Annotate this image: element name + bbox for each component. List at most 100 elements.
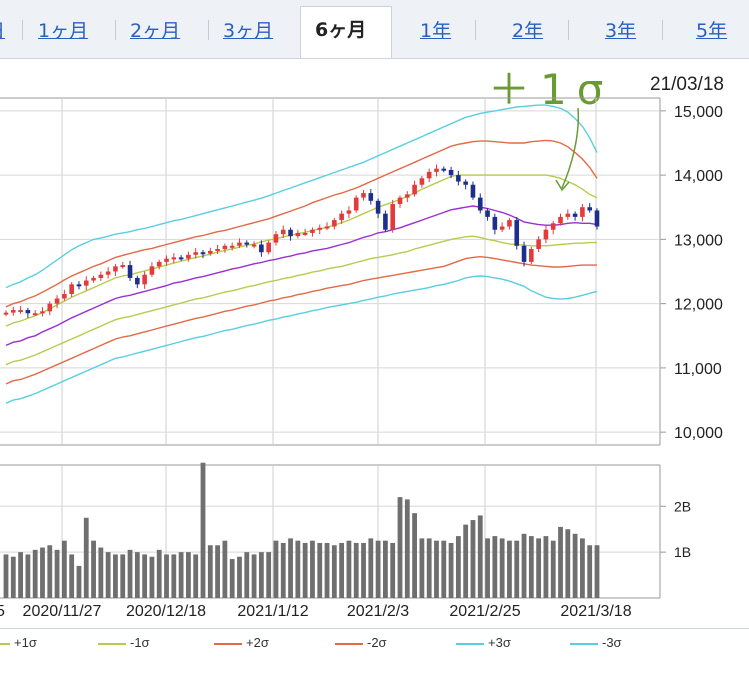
candle-body	[404, 194, 410, 198]
x-tick-label: 2020/12/18	[126, 603, 206, 620]
plus-1-sigma-annotation: ＋1σ	[488, 65, 614, 114]
legend-item: +3σ	[456, 635, 511, 650]
volume-bar	[441, 540, 447, 598]
volume-bar	[32, 549, 38, 598]
candle-body	[142, 274, 147, 285]
volume-bar	[178, 552, 184, 598]
volume-bar	[105, 552, 111, 598]
tab-2-months[interactable]: 2ヶ月	[130, 20, 181, 42]
period-tab-bar: 日 1ヶ月 2ヶ月 3ヶ月 6ヶ月 1年 2年 3年 5年	[0, 0, 749, 59]
candle-body	[200, 252, 206, 255]
legend-label: +1σ	[14, 635, 37, 650]
volume-bar	[375, 540, 381, 598]
volume-bar	[587, 545, 593, 598]
legend-swatch	[456, 642, 484, 645]
tab-2-years[interactable]: 2年	[512, 20, 544, 42]
volume-bar	[346, 540, 352, 598]
volume-bar	[91, 540, 96, 598]
y-tick-label: 12,000	[674, 297, 723, 314]
candle-body	[91, 277, 96, 281]
candle-body	[178, 257, 184, 260]
volume-bar	[514, 540, 520, 598]
volume-bar	[426, 538, 432, 598]
x-tick-label: 2021/2/3	[347, 603, 409, 620]
candle-body	[346, 210, 352, 214]
chart-legend: +1σ -1σ +2σ -2σ +3σ -3σ	[0, 628, 749, 655]
volume-bar	[134, 552, 140, 598]
volume-bar	[470, 520, 476, 598]
volume-bar	[61, 540, 67, 598]
candle-body	[62, 293, 67, 299]
date-stamp: 21/03/18	[650, 74, 724, 95]
candle-body	[10, 310, 16, 313]
legend-label: -3σ	[602, 635, 622, 650]
volume-bar	[10, 556, 16, 598]
candle-body	[164, 258, 169, 262]
price-volume-chart: 15,000 14,000 13,000 12,000 11,000 10,000 2B 1B…	[0, 97, 723, 620]
tab-3-years[interactable]: 3年	[605, 20, 637, 42]
candle-body	[186, 254, 191, 259]
volume-bar	[280, 542, 286, 598]
volume-bar	[222, 540, 228, 598]
minus-1-sigma-line	[5, 235, 597, 366]
volume-bar	[207, 545, 213, 598]
candle-body	[565, 213, 571, 217]
volume-bar	[237, 556, 242, 598]
candle-body	[69, 284, 74, 294]
volume-bar	[142, 554, 148, 598]
candle-body	[193, 252, 199, 255]
candle-body	[375, 200, 381, 214]
candle-body	[485, 210, 490, 217]
tab-1-year[interactable]: 1年	[420, 20, 452, 42]
candle-body	[434, 168, 439, 172]
candle-body	[229, 245, 235, 248]
candle-body	[295, 232, 301, 237]
tab-1-month[interactable]: 1ヶ月	[38, 20, 89, 42]
legend-label: -2σ	[367, 635, 387, 650]
candle-body	[280, 229, 286, 235]
candle-body	[353, 197, 359, 211]
volume-bar	[536, 538, 542, 598]
volume-bar	[25, 554, 31, 598]
candle-body	[543, 229, 549, 240]
candle-body	[244, 242, 250, 245]
candle-body	[237, 242, 242, 246]
volume-bar	[390, 542, 396, 598]
candle-body	[419, 178, 425, 185]
volume-bar	[324, 542, 330, 598]
volume-bar	[229, 559, 235, 598]
tab-6-months[interactable]: 6ヶ月	[300, 6, 392, 58]
candle-body	[332, 220, 337, 227]
y-tick-label: 14,000	[674, 168, 723, 185]
candle-body	[339, 213, 344, 221]
candle-body	[492, 216, 498, 230]
legend-item: -2σ	[335, 635, 387, 650]
tab-5-years[interactable]: 5年	[696, 20, 728, 42]
legend-swatch	[0, 642, 10, 645]
candle-body	[521, 245, 527, 262]
tab-separator	[208, 20, 209, 40]
candle-body	[507, 220, 512, 227]
volume-bar	[215, 545, 220, 598]
candle-body	[514, 220, 520, 246]
volume-bar	[594, 545, 600, 598]
volume-bar	[492, 536, 498, 598]
candle-body	[594, 210, 600, 227]
tab-3-months[interactable]: 3ヶ月	[223, 20, 274, 42]
volume-bar	[69, 554, 75, 598]
volume-bar	[580, 538, 585, 598]
volume-bar	[47, 545, 53, 598]
volume-bar	[572, 533, 578, 598]
candle-body	[83, 280, 89, 286]
candle-body	[310, 229, 315, 233]
volume-bar	[558, 526, 563, 598]
candle-body	[105, 271, 111, 275]
candle-body	[550, 223, 556, 230]
candle-body	[558, 216, 563, 224]
candle-body	[120, 265, 126, 268]
x-tick-label-partial: 5	[0, 603, 5, 620]
x-tick-label: 2021/2/25	[449, 603, 520, 620]
tab-day[interactable]: 日	[0, 16, 5, 43]
candle-body	[580, 207, 585, 217]
candle-body	[259, 244, 264, 253]
